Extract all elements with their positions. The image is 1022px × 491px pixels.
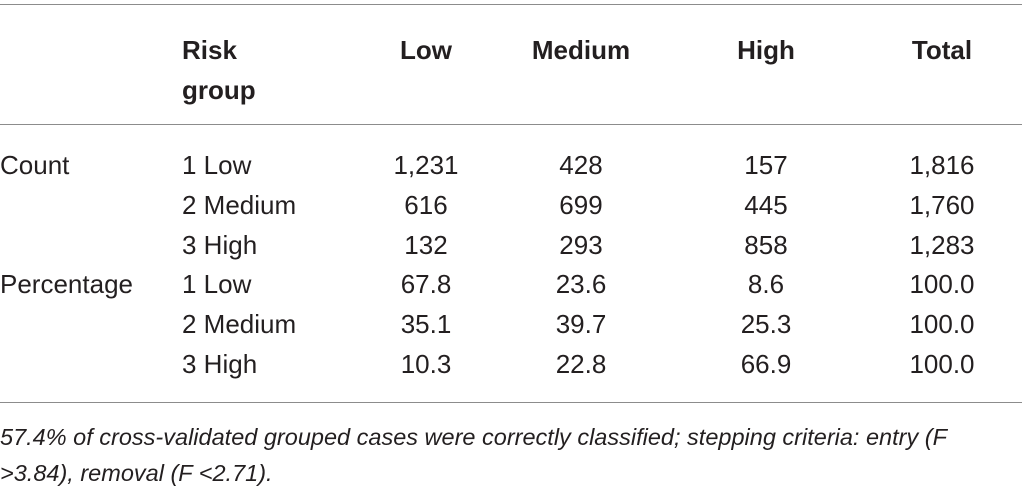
cell-total: 100.0 [909, 309, 975, 339]
cell-total: 1,283 [909, 230, 975, 260]
row-category: 3 High [182, 230, 258, 260]
cell-low: 132 [404, 230, 448, 260]
row-category: 3 High [182, 349, 258, 379]
cell-medium: 39.7 [555, 309, 607, 339]
row-section-label: Percentage [0, 269, 133, 299]
cell-medium: 22.8 [555, 349, 607, 379]
table-footnote: 57.4% of cross-validated grouped cases w… [0, 424, 947, 486]
header-medium: Medium [531, 35, 631, 65]
cell-total: 100.0 [909, 349, 975, 379]
header-bottom-rule [0, 124, 1022, 125]
cell-low: 1,231 [393, 150, 459, 180]
cell-high: 445 [744, 190, 788, 220]
cell-low: 616 [404, 190, 448, 220]
header-high: High [737, 35, 795, 65]
cell-total: 1,760 [909, 190, 975, 220]
row-category: 1 Low [182, 150, 252, 180]
row-section-label: Count [0, 150, 70, 180]
cell-medium: 428 [559, 150, 603, 180]
cell-total: 100.0 [909, 269, 975, 299]
table-bottom-rule [0, 402, 1022, 403]
cell-total: 1,816 [909, 150, 975, 180]
cell-medium: 699 [559, 190, 603, 220]
cell-high: 66.9 [740, 349, 792, 379]
cell-high: 858 [744, 230, 788, 260]
row-category: 1 Low [182, 269, 252, 299]
header-total: Total [911, 35, 973, 65]
cell-low: 35.1 [400, 309, 452, 339]
cell-low: 67.8 [400, 269, 452, 299]
cell-high: 157 [744, 150, 788, 180]
cell-medium: 23.6 [555, 269, 607, 299]
header-risk-group: Risk group [182, 35, 256, 105]
row-category: 2 Medium [182, 190, 297, 220]
row-category: 2 Medium [182, 309, 297, 339]
cell-high: 8.6 [747, 269, 785, 299]
header-low: Low [400, 35, 452, 65]
cell-medium: 293 [559, 230, 603, 260]
cell-high: 25.3 [740, 309, 792, 339]
table-top-rule [0, 4, 1022, 5]
cell-low: 10.3 [400, 349, 452, 379]
